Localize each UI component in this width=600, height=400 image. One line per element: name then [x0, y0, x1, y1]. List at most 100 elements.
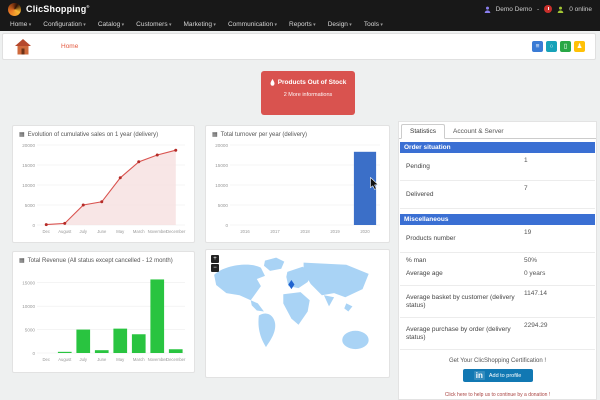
svg-text:December: December	[166, 229, 186, 234]
linkedin-button-label: Add to profile	[488, 372, 522, 379]
linkedin-icon: in	[473, 371, 485, 380]
svg-text:Dec: Dec	[43, 229, 50, 234]
menu-catalog[interactable]: Catalog	[98, 21, 124, 28]
svg-text:July: July	[80, 229, 88, 234]
svg-text:November: November	[148, 229, 168, 234]
panel-footer: Get Your ClicShopping Certification ! in…	[399, 358, 596, 400]
svg-text:2020: 2020	[360, 229, 370, 234]
stat-value: 2294.29	[524, 322, 548, 329]
svg-text:July: July	[80, 357, 88, 362]
top-header: ClicShopping® Demo Demo - 0 online Home …	[0, 0, 600, 31]
stat-label: Delivered	[406, 190, 434, 198]
tablet-icon[interactable]: ▯	[560, 41, 571, 52]
svg-text:June: June	[97, 357, 107, 362]
cumulative-sales-card: ▦ Evolution of cumulative sales on 1 yea…	[12, 125, 195, 243]
svg-text:20000: 20000	[215, 143, 228, 148]
tab-statistics[interactable]: Statistics	[401, 124, 446, 139]
menu-configuration[interactable]: Configuration	[43, 21, 86, 28]
svg-text:15000: 15000	[215, 163, 228, 168]
svg-text:Dec: Dec	[43, 357, 50, 362]
menu-communication[interactable]: Communication	[228, 21, 277, 28]
map-zoom-in-button[interactable]: +	[211, 255, 219, 263]
france-marker	[288, 279, 295, 290]
cumulative-sales-chart: 0 5000 10000 15000 20000 Dec August July June May…	[22, 143, 186, 234]
stat-value: 1147.14	[524, 290, 548, 297]
svg-text:2019: 2019	[330, 229, 340, 234]
linkedin-add-to-profile-button[interactable]: in Add to profile	[462, 369, 533, 382]
logout-power-icon[interactable]	[544, 5, 553, 13]
header-separator: -	[537, 5, 540, 13]
svg-text:August: August	[58, 229, 72, 234]
user-icon	[484, 6, 490, 13]
mouse-cursor	[370, 177, 379, 190]
home-icon[interactable]	[13, 37, 33, 56]
quick-toolbar: ≡ ○ ▯ ♟	[532, 41, 585, 52]
stat-row-pending: Pending 1	[400, 153, 595, 181]
alert-more-info-link[interactable]: 2 More informations	[283, 92, 333, 98]
menu-home[interactable]: Home	[10, 21, 31, 28]
turnover-card: ▦ Total turnover per year (delivery) 0 50…	[205, 125, 390, 243]
svg-text:0: 0	[225, 223, 228, 228]
stat-label: Products number	[406, 234, 456, 242]
stat-label: Pending	[406, 162, 430, 170]
svg-text:November: November	[148, 357, 168, 362]
stat-label: Average basket by customer (delivery sta…	[406, 293, 515, 309]
section-header-order-situation: Order situation	[400, 142, 595, 153]
online-count-label[interactable]: 0 online	[569, 5, 592, 13]
chart-icon: ▦	[19, 132, 25, 138]
menu-tools[interactable]: Tools	[364, 21, 383, 28]
donation-link[interactable]: Click here to help us to continue by a d…	[444, 392, 551, 398]
chart-icon: ▦	[212, 132, 218, 138]
svg-text:2016: 2016	[240, 229, 250, 234]
svg-text:2018: 2018	[300, 229, 310, 234]
stat-row-demographics: % man 50% Average age 0 years	[400, 253, 595, 286]
online-users-icon	[557, 6, 564, 13]
svg-text:10000: 10000	[22, 183, 35, 188]
menu-marketing[interactable]: Marketing	[183, 21, 215, 28]
brand-name: ClicShopping®	[26, 4, 90, 14]
svg-text:March: March	[133, 357, 145, 362]
stat-value: 19	[524, 229, 532, 236]
svg-text:2017: 2017	[270, 229, 280, 234]
turnover-chart: 0 5000 10000 15000 20000 2016 2017 2018 2019 2020	[215, 143, 380, 234]
svg-text:15000: 15000	[22, 163, 35, 168]
chart-title: Total Revenue (All status except cancell…	[27, 257, 173, 264]
menu-design[interactable]: Design	[328, 21, 352, 28]
breadcrumb[interactable]: Home	[61, 43, 79, 50]
stats-tabs: Statistics Account & Server	[399, 122, 596, 139]
stat-row-average-purchase: Average purchase by order (delivery stat…	[400, 318, 595, 350]
svg-text:August: August	[58, 357, 72, 362]
svg-text:June: June	[97, 229, 107, 234]
map-zoom-out-button[interactable]: −	[211, 264, 219, 272]
svg-text:May: May	[116, 357, 125, 362]
out-of-stock-alert[interactable]: Products Out of Stock 2 More information…	[261, 71, 355, 115]
total-revenue-card: ▦ Total Revenue (All status except cance…	[12, 251, 195, 373]
stat-value: 7	[524, 185, 528, 192]
brand-registered-mark: ®	[86, 4, 90, 9]
stat-row-delivered: Delivered 7	[400, 181, 595, 209]
svg-text:5000: 5000	[25, 203, 36, 208]
chart-icon: ▦	[19, 258, 25, 264]
breadcrumb-bar: Home ≡ ○ ▯ ♟	[2, 33, 596, 60]
flame-icon	[270, 79, 275, 86]
stats-panel: Statistics Account & Server Order situat…	[398, 121, 597, 400]
stat-value: 50%	[524, 257, 538, 264]
list-icon[interactable]: ≡	[532, 41, 543, 52]
certification-text: Get Your ClicShopping Certification !	[448, 358, 547, 364]
customer-icon[interactable]: ♟	[574, 41, 585, 52]
logged-user-label[interactable]: Demo Demo	[495, 5, 533, 13]
stat-value: 0 years	[524, 270, 546, 277]
clock-icon[interactable]: ○	[546, 41, 557, 52]
sales-map-card: + −	[205, 249, 390, 378]
tab-account-server[interactable]: Account & Server	[453, 128, 504, 135]
svg-text:May: May	[116, 229, 125, 234]
world-map[interactable]	[206, 250, 389, 375]
menu-customers[interactable]: Customers	[136, 21, 171, 28]
main-menu: Home Configuration Catalog Customers Mar…	[0, 18, 600, 31]
chart-title: Total turnover per year (delivery)	[220, 131, 308, 138]
svg-text:15000: 15000	[22, 281, 35, 286]
svg-text:10000: 10000	[22, 304, 35, 309]
svg-text:March: March	[133, 229, 145, 234]
menu-reports[interactable]: Reports	[289, 21, 316, 28]
